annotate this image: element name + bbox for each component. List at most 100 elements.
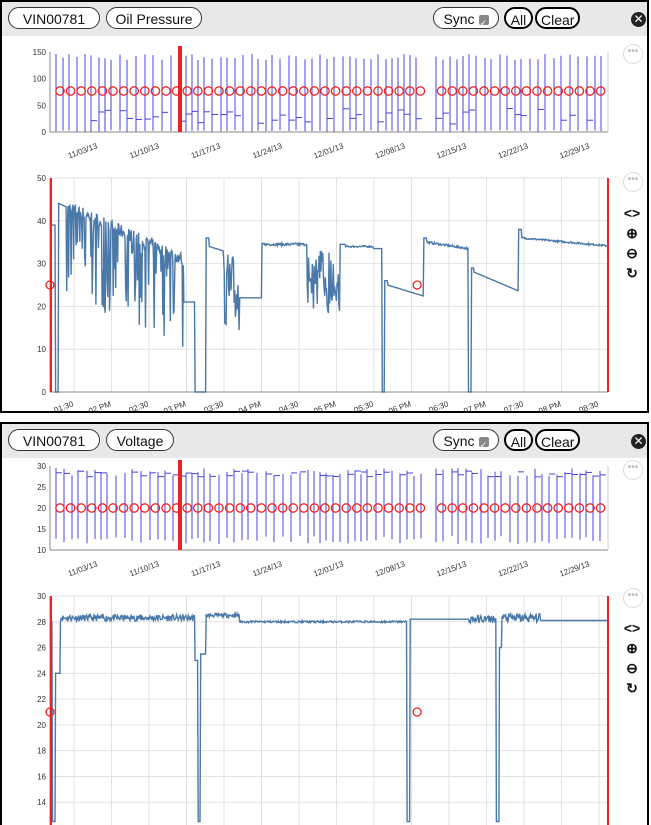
overview-event-marker — [129, 86, 140, 96]
overview-event-marker — [309, 86, 320, 96]
zoom-out-icon[interactable]: ⊖ — [626, 245, 638, 261]
overview-event-marker — [521, 86, 532, 96]
overview-x-tick-label: 12/15/13 — [435, 141, 468, 160]
signal-button[interactable]: Voltage — [106, 429, 174, 451]
detail-y-tick-label: 40 — [37, 217, 46, 226]
overview-event-marker — [214, 503, 224, 513]
detail-x-tick-label: 07:30 — [503, 399, 525, 413]
vin-button[interactable]: VIN00781 — [8, 7, 100, 29]
overview-event-marker — [436, 503, 447, 513]
overview-event-marker — [341, 503, 352, 513]
overview-event-marker — [457, 86, 468, 96]
overview-event-marker — [150, 503, 161, 513]
detail-x-tick-label: 04:30 — [278, 399, 300, 413]
overview-event-marker — [532, 86, 542, 96]
chevrons-icon[interactable]: <> — [623, 620, 641, 636]
sync-label: Sync — [443, 11, 475, 27]
overview-event-marker — [553, 86, 564, 96]
signal-button[interactable]: Oil Pressure — [106, 7, 202, 29]
detail-x-tick-label: 06 PM — [387, 399, 412, 413]
overview-event-marker — [479, 503, 489, 513]
overview-event-marker — [563, 503, 574, 513]
sync-label: Sync — [443, 433, 475, 449]
overview-event-marker — [298, 503, 309, 513]
detail-x-tick-label: 05 PM — [312, 399, 337, 413]
overview-x-tick-label: 11/17/13 — [190, 141, 222, 160]
detail-menu-icon[interactable]: ••• — [623, 172, 643, 192]
overview-menu-icon[interactable]: ••• — [623, 44, 643, 64]
overview-y-tick-label: 15 — [37, 525, 46, 534]
overview-event-marker — [394, 503, 405, 513]
zoom-in-icon[interactable]: ⊕ — [626, 640, 638, 656]
detail-x-tick-label: 02 PM — [87, 399, 112, 413]
clear-button[interactable]: Clear — [535, 429, 580, 451]
overview-event-marker — [309, 503, 320, 513]
overview-event-marker — [235, 86, 246, 96]
detail-series-line — [50, 611, 608, 823]
close-icon[interactable]: ✕ — [631, 12, 646, 27]
overview-event-marker — [351, 86, 362, 96]
overview-event-marker — [489, 86, 500, 96]
overview-event-marker — [267, 86, 277, 96]
overview-x-tick-label: 11/03/13 — [67, 141, 99, 160]
overview-x-tick-label: 12/29/13 — [558, 141, 591, 160]
overview-event-marker — [65, 503, 76, 513]
overview-event-marker — [521, 503, 532, 513]
detail-chart[interactable]: 0 10 20 30 40 50 01:30 02 PM 02:30 03 PM 03:30 04 P… — [37, 174, 609, 413]
all-button[interactable]: All — [504, 7, 533, 29]
chart-area[interactable]: 10 15 20 25 30 11/03/13 11/10/13 11/17/13 11/24/… — [2, 458, 647, 825]
overview-event-marker — [563, 86, 574, 96]
overview-event-marker — [489, 503, 500, 513]
reset-icon[interactable]: ↻ — [626, 680, 638, 696]
overview-event-marker — [224, 503, 235, 513]
overview-event-marker — [65, 86, 76, 96]
close-icon[interactable]: ✕ — [631, 434, 646, 449]
vin-button[interactable]: VIN00781 — [8, 429, 100, 451]
overview-x-tick-label: 12/01/13 — [312, 141, 345, 160]
detail-menu-icon[interactable]: ••• — [623, 588, 643, 608]
overview-event-marker — [139, 86, 150, 96]
zoom-in-icon[interactable]: ⊕ — [626, 225, 638, 241]
overview-event-marker — [182, 86, 193, 96]
all-button[interactable]: All — [504, 429, 533, 451]
detail-y-tick-label: 0 — [42, 388, 47, 397]
overview-chart[interactable]: 0 50 100 150 11/03/13 11/10/13 11/17/13 11/24/1… — [33, 46, 609, 161]
clear-button[interactable]: Clear — [535, 7, 580, 29]
overview-event-marker — [161, 503, 171, 513]
overview-y-tick-label: 10 — [37, 546, 46, 555]
detail-event-marker — [412, 707, 422, 717]
detail-x-tick-label: 04 PM — [237, 399, 262, 413]
overview-y-tick-label: 30 — [37, 462, 46, 471]
overview-event-marker — [108, 503, 118, 513]
overview-event-marker — [383, 86, 394, 96]
overview-event-marker — [595, 503, 606, 513]
detail-series-line — [50, 202, 608, 393]
overview-event-marker — [161, 86, 171, 96]
reset-icon[interactable]: ↻ — [626, 265, 638, 281]
overview-y-tick-label: 100 — [33, 75, 47, 84]
overview-event-marker — [256, 503, 267, 513]
overview-x-tick-label: 11/10/13 — [128, 559, 160, 578]
overview-event-marker — [86, 86, 97, 96]
overview-x-tick-label: 12/08/13 — [374, 559, 407, 578]
overview-event-marker — [277, 86, 288, 96]
sync-checkbox[interactable] — [478, 434, 489, 456]
overview-event-marker — [553, 503, 564, 513]
overview-event-marker — [192, 503, 203, 513]
sync-checkbox[interactable] — [478, 12, 489, 34]
overview-event-marker — [97, 503, 108, 513]
overview-event-marker — [585, 86, 595, 96]
sync-toggle[interactable]: Sync — [433, 7, 499, 34]
zoom-out-icon[interactable]: ⊖ — [626, 660, 638, 676]
overview-event-marker — [500, 86, 511, 96]
overview-event-marker — [574, 503, 585, 513]
sync-toggle[interactable]: Sync — [433, 429, 499, 456]
overview-chart[interactable]: 10 15 20 25 30 11/03/13 11/10/13 11/17/13 11/24/… — [37, 460, 609, 579]
overview-menu-icon[interactable]: ••• — [623, 460, 643, 480]
detail-y-tick-label: 26 — [37, 644, 46, 653]
overview-event-marker — [394, 86, 405, 96]
chevrons-icon[interactable]: <> — [623, 205, 641, 221]
detail-x-tick-label: 05:30 — [353, 399, 375, 413]
